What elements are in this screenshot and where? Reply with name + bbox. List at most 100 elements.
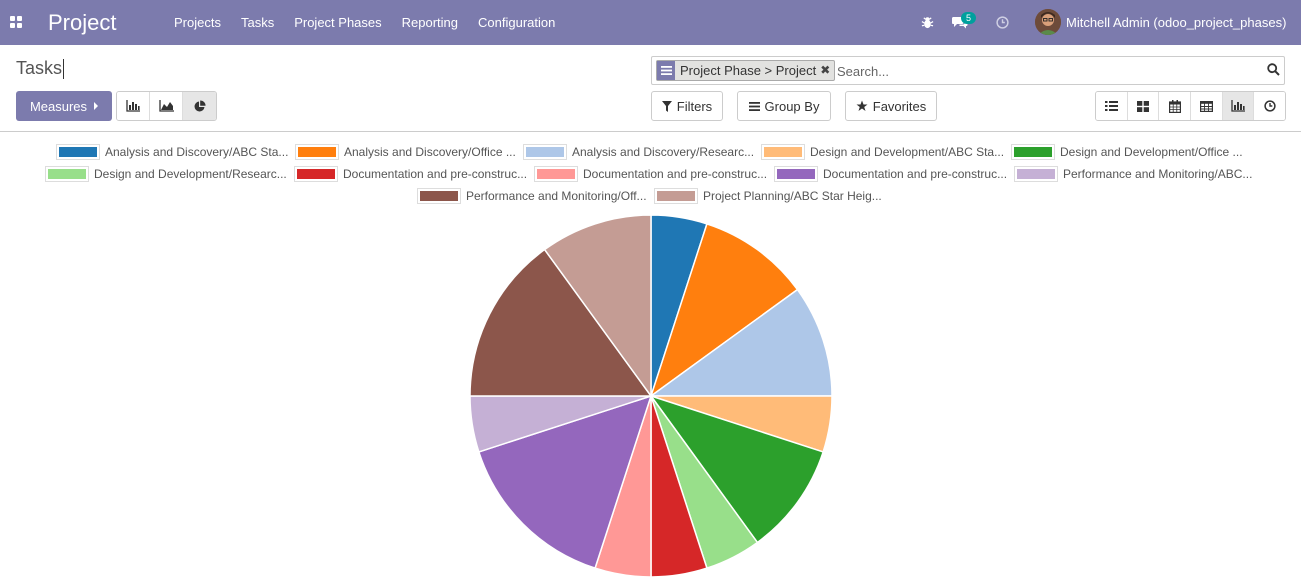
menu-item-configuration[interactable]: Configuration bbox=[478, 15, 556, 30]
legend-swatch bbox=[294, 166, 338, 182]
pie-slice[interactable] bbox=[648, 288, 833, 397]
user-avatar[interactable] bbox=[1035, 9, 1061, 35]
top-navbar: Project Projects Tasks Project Phases Re… bbox=[0, 0, 1301, 45]
search-facet: Project Phase > Project ✖ bbox=[656, 60, 836, 81]
clock-icon bbox=[995, 16, 1009, 29]
line-chart-button[interactable] bbox=[150, 92, 184, 120]
legend-row-2: Design and Development/Researc... Docume… bbox=[0, 164, 1301, 186]
pie-chart-icon bbox=[194, 99, 206, 111]
legend-item[interactable]: Documentation and pre-construc... bbox=[774, 164, 1007, 184]
activity-button[interactable] bbox=[990, 0, 1014, 45]
legend-label: Performance and Monitoring/ABC... bbox=[1063, 167, 1253, 181]
pivot-view-icon bbox=[1199, 100, 1213, 112]
pivot-view-button[interactable] bbox=[1191, 92, 1223, 120]
legend-label: Analysis and Discovery/Office ... bbox=[344, 145, 516, 159]
page-title-text: Tasks bbox=[16, 58, 63, 78]
legend-swatch bbox=[45, 166, 89, 182]
legend-item[interactable]: Design and Development/Office ... bbox=[1011, 142, 1243, 162]
search-input[interactable] bbox=[837, 61, 1247, 81]
pie-slice[interactable] bbox=[649, 394, 825, 544]
legend-item[interactable]: Analysis and Discovery/Researc... bbox=[523, 142, 755, 162]
calendar-view-icon bbox=[1168, 99, 1181, 113]
page-title: Tasks bbox=[16, 58, 65, 80]
bar-chart-button[interactable] bbox=[117, 92, 151, 120]
app-brand[interactable]: Project bbox=[48, 10, 117, 35]
line-chart-icon bbox=[158, 100, 174, 112]
pie-slice[interactable] bbox=[649, 222, 799, 398]
legend-swatch bbox=[534, 166, 578, 182]
legend-item[interactable]: Documentation and pre-construc... bbox=[534, 164, 768, 184]
legend-label: Analysis and Discovery/ABC Sta... bbox=[105, 145, 289, 159]
legend-swatch bbox=[761, 144, 805, 160]
legend-item[interactable]: Performance and Monitoring/ABC... bbox=[1014, 164, 1253, 184]
calendar-view-button[interactable] bbox=[1159, 92, 1192, 120]
kanban-view-icon bbox=[1137, 100, 1149, 112]
caret-right-icon bbox=[94, 102, 99, 110]
control-panel-divider bbox=[0, 131, 1301, 132]
menu-item-reporting[interactable]: Reporting bbox=[401, 15, 459, 30]
text-caret bbox=[63, 59, 65, 80]
pie-slice[interactable] bbox=[543, 214, 652, 399]
facet-remove-icon[interactable]: ✖ bbox=[820, 63, 831, 77]
group-by-label: Group By bbox=[764, 98, 820, 114]
avatar-image bbox=[1035, 9, 1061, 35]
apps-menu-icon[interactable] bbox=[10, 16, 23, 29]
menu-item-tasks[interactable]: Tasks bbox=[240, 15, 275, 30]
group-by-icon bbox=[748, 101, 760, 111]
group-by-button[interactable]: Group By bbox=[737, 91, 831, 121]
pie-slice[interactable] bbox=[469, 248, 653, 397]
legend-swatch bbox=[295, 144, 339, 160]
legend-label: Design and Development/Researc... bbox=[94, 167, 287, 181]
menu-item-projects[interactable]: Projects bbox=[174, 15, 221, 30]
activity-view-icon bbox=[1264, 100, 1276, 112]
legend-item[interactable]: Documentation and pre-construc... bbox=[294, 164, 527, 184]
legend-swatch bbox=[654, 188, 698, 204]
graph-view-icon bbox=[1231, 100, 1246, 112]
filters-button[interactable]: Filters bbox=[651, 91, 723, 121]
legend-swatch bbox=[774, 166, 818, 182]
graph-view-button[interactable] bbox=[1222, 92, 1255, 120]
legend-row-3: Performance and Monitoring/Off... Projec… bbox=[0, 186, 1301, 208]
legend-label: Documentation and pre-construc... bbox=[583, 167, 768, 181]
view-switcher bbox=[1095, 91, 1286, 121]
favorites-label: Favorites bbox=[872, 98, 927, 114]
legend-item[interactable]: Project Planning/ABC Star Heig... bbox=[654, 186, 882, 206]
bar-chart-icon bbox=[126, 100, 140, 112]
legend-item[interactable]: Design and Development/ABC Sta... bbox=[761, 142, 1005, 162]
star-icon bbox=[856, 100, 868, 111]
facet-label: Project Phase > Project bbox=[680, 63, 817, 78]
legend-swatch bbox=[56, 144, 100, 160]
legend-label: Design and Development/Office ... bbox=[1060, 145, 1243, 159]
legend-item[interactable]: Analysis and Discovery/Office ... bbox=[295, 142, 516, 162]
messaging-button[interactable]: 5 bbox=[948, 0, 980, 45]
pie-slice[interactable] bbox=[477, 394, 653, 570]
chart-mode-switcher bbox=[116, 91, 217, 121]
legend-label: Analysis and Discovery/Researc... bbox=[572, 145, 755, 159]
legend-item[interactable]: Analysis and Discovery/ABC Sta... bbox=[56, 142, 289, 162]
main-menu: Projects Tasks Project Phases Reporting … bbox=[164, 0, 565, 45]
list-view-button[interactable] bbox=[1096, 92, 1128, 120]
list-view-icon bbox=[1104, 101, 1118, 111]
legend-item[interactable]: Performance and Monitoring/Off... bbox=[417, 186, 647, 206]
kanban-view-button[interactable] bbox=[1127, 92, 1160, 120]
debug-button[interactable] bbox=[915, 0, 939, 45]
legend-item[interactable]: Design and Development/Researc... bbox=[45, 164, 287, 184]
search-icon[interactable] bbox=[1267, 63, 1280, 76]
favorites-button[interactable]: Favorites bbox=[845, 91, 937, 121]
legend-swatch bbox=[1014, 166, 1058, 182]
activity-view-button[interactable] bbox=[1254, 92, 1285, 120]
legend-swatch bbox=[523, 144, 567, 160]
bug-icon bbox=[921, 17, 933, 29]
user-menu[interactable]: Mitchell Admin (odoo_project_phases) bbox=[1066, 15, 1287, 30]
menu-item-project-phases[interactable]: Project Phases bbox=[294, 15, 382, 30]
measures-button[interactable]: Measures bbox=[16, 91, 112, 121]
legend-label: Performance and Monitoring/Off... bbox=[466, 189, 647, 203]
search-bar: Project Phase > Project ✖ bbox=[651, 56, 1285, 85]
pie-chart-button[interactable] bbox=[183, 92, 216, 120]
group-by-facet-icon bbox=[657, 61, 675, 80]
measures-label: Measures bbox=[29, 98, 88, 114]
legend-label: Design and Development/ABC Sta... bbox=[810, 145, 1005, 159]
filter-icon bbox=[661, 100, 672, 112]
legend-swatch bbox=[417, 188, 461, 204]
